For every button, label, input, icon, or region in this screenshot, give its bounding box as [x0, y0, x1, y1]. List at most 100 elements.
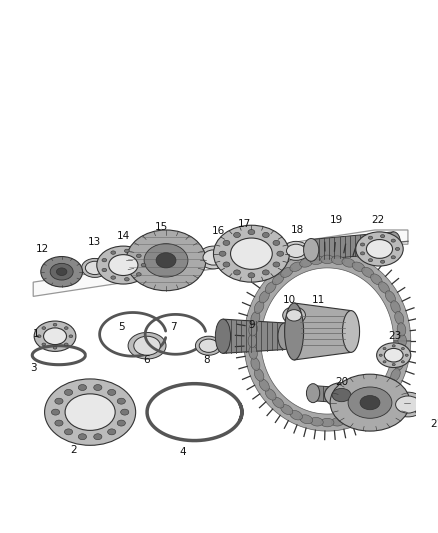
Ellipse shape: [362, 267, 374, 277]
Ellipse shape: [37, 335, 41, 337]
Ellipse shape: [34, 321, 76, 351]
Text: 18: 18: [290, 225, 304, 235]
Ellipse shape: [300, 415, 313, 424]
Ellipse shape: [215, 319, 230, 353]
Ellipse shape: [371, 274, 382, 285]
Ellipse shape: [265, 389, 276, 400]
Ellipse shape: [94, 434, 102, 440]
Ellipse shape: [391, 369, 400, 381]
Text: 21: 21: [430, 418, 438, 429]
Ellipse shape: [251, 358, 260, 370]
Ellipse shape: [413, 390, 438, 421]
Ellipse shape: [120, 409, 129, 415]
Ellipse shape: [401, 348, 404, 350]
Ellipse shape: [249, 323, 258, 336]
Ellipse shape: [342, 258, 355, 267]
Ellipse shape: [111, 251, 116, 254]
Ellipse shape: [249, 346, 258, 359]
Ellipse shape: [368, 259, 373, 262]
Ellipse shape: [332, 389, 351, 402]
Ellipse shape: [395, 358, 404, 370]
Ellipse shape: [248, 273, 255, 278]
Text: 10: 10: [283, 295, 296, 305]
Ellipse shape: [141, 263, 146, 267]
Text: 13: 13: [88, 237, 102, 247]
Ellipse shape: [379, 354, 382, 357]
Ellipse shape: [310, 256, 323, 264]
Ellipse shape: [57, 268, 67, 276]
Ellipse shape: [278, 323, 291, 350]
Text: 7: 7: [170, 322, 177, 332]
Ellipse shape: [78, 434, 87, 440]
Ellipse shape: [64, 343, 68, 346]
Text: 22: 22: [371, 215, 384, 225]
Ellipse shape: [343, 311, 360, 352]
Ellipse shape: [290, 262, 303, 271]
Ellipse shape: [392, 345, 395, 347]
Text: 11: 11: [312, 295, 325, 305]
Ellipse shape: [203, 250, 224, 265]
Ellipse shape: [273, 262, 280, 267]
Ellipse shape: [277, 251, 284, 256]
Text: 20: 20: [335, 377, 348, 387]
Ellipse shape: [248, 334, 257, 348]
Ellipse shape: [254, 301, 264, 313]
Ellipse shape: [259, 379, 269, 391]
Ellipse shape: [290, 410, 303, 420]
Ellipse shape: [97, 246, 150, 284]
Ellipse shape: [381, 235, 385, 238]
Ellipse shape: [392, 364, 395, 366]
Text: 14: 14: [117, 231, 130, 241]
Ellipse shape: [419, 395, 438, 416]
Ellipse shape: [136, 254, 141, 257]
Ellipse shape: [401, 361, 404, 363]
Ellipse shape: [265, 282, 276, 293]
Text: 5: 5: [118, 322, 125, 332]
Text: 3: 3: [30, 362, 36, 373]
Text: 17: 17: [238, 219, 251, 229]
Ellipse shape: [371, 397, 382, 408]
Text: 12: 12: [36, 244, 49, 254]
Ellipse shape: [352, 410, 365, 420]
Ellipse shape: [81, 259, 108, 277]
Ellipse shape: [156, 253, 176, 268]
Ellipse shape: [69, 335, 73, 337]
Polygon shape: [33, 230, 408, 296]
Text: 9: 9: [248, 320, 255, 330]
Ellipse shape: [251, 311, 260, 325]
Ellipse shape: [230, 238, 272, 269]
Ellipse shape: [262, 232, 269, 238]
Polygon shape: [244, 251, 411, 431]
Ellipse shape: [144, 244, 188, 277]
Ellipse shape: [124, 249, 129, 253]
Text: 19: 19: [330, 215, 343, 225]
Ellipse shape: [233, 232, 240, 238]
Ellipse shape: [310, 417, 323, 426]
Ellipse shape: [342, 415, 355, 424]
Ellipse shape: [108, 390, 116, 395]
Ellipse shape: [307, 384, 320, 402]
Text: 6: 6: [144, 355, 150, 365]
Text: 1: 1: [33, 329, 39, 340]
Ellipse shape: [124, 278, 129, 281]
Ellipse shape: [233, 270, 240, 275]
Ellipse shape: [134, 336, 160, 355]
Ellipse shape: [45, 379, 136, 446]
Ellipse shape: [381, 260, 385, 263]
Ellipse shape: [117, 398, 125, 404]
Ellipse shape: [199, 339, 218, 352]
Ellipse shape: [398, 334, 406, 348]
Ellipse shape: [385, 379, 396, 391]
Ellipse shape: [248, 230, 255, 235]
Ellipse shape: [128, 333, 166, 359]
Ellipse shape: [223, 262, 230, 267]
Text: 16: 16: [212, 226, 225, 236]
Ellipse shape: [321, 255, 334, 264]
Text: 23: 23: [388, 331, 401, 341]
Ellipse shape: [283, 307, 305, 324]
Ellipse shape: [41, 256, 82, 287]
Ellipse shape: [50, 263, 73, 280]
Ellipse shape: [272, 274, 284, 285]
Ellipse shape: [405, 354, 408, 357]
Ellipse shape: [64, 429, 73, 435]
